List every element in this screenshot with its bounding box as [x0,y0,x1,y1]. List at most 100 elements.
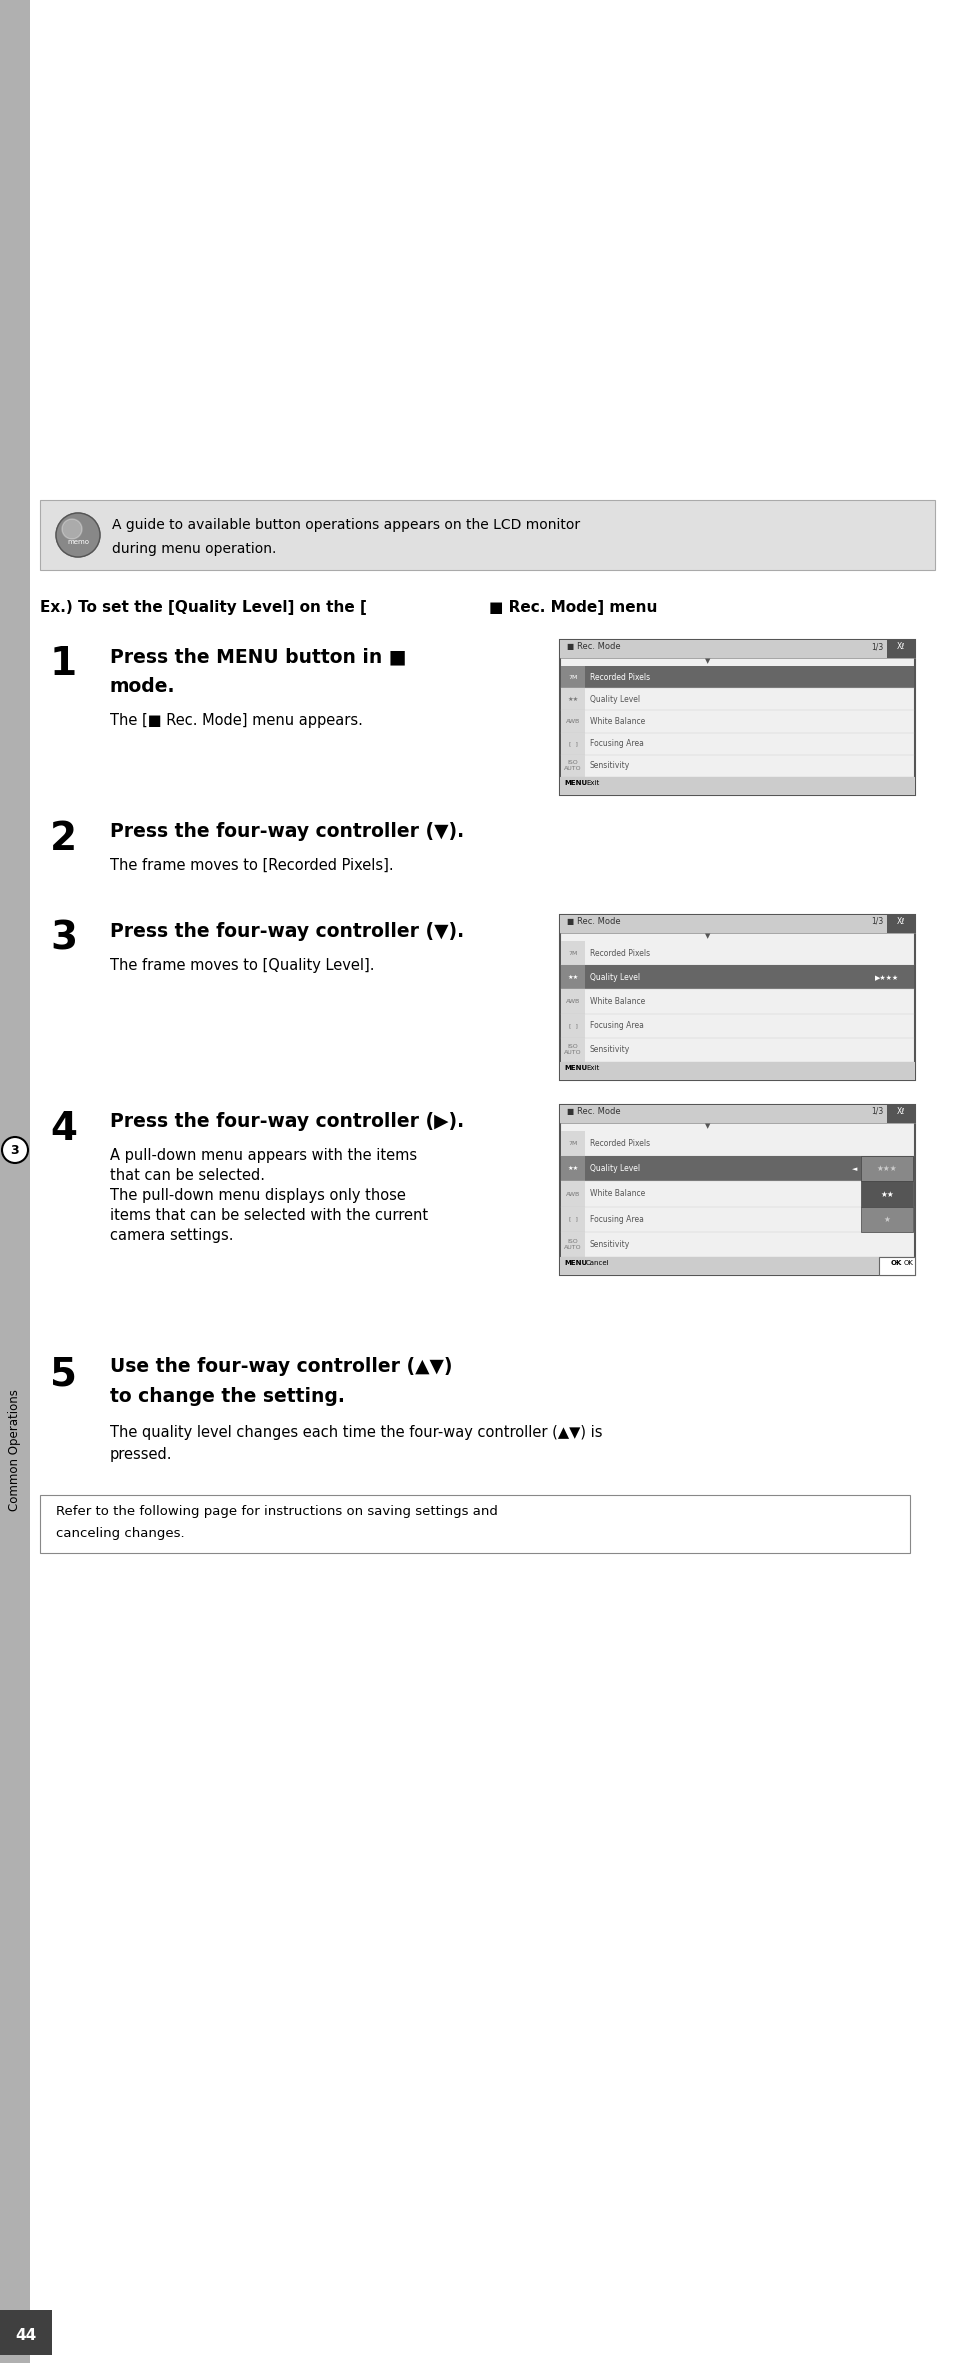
Text: ★★: ★★ [567,697,578,702]
Text: mode.: mode. [110,678,175,697]
Text: 2: 2 [50,820,77,858]
Text: A pull-down menu appears with the items: A pull-down menu appears with the items [110,1148,416,1163]
Text: ★★: ★★ [567,1167,578,1172]
Circle shape [62,520,82,539]
Text: to change the setting.: to change the setting. [110,1387,345,1406]
Text: ◄: ◄ [851,1165,857,1172]
Text: AWB: AWB [565,718,579,723]
Text: ★★: ★★ [567,976,578,981]
Bar [559,640,914,657]
Text: items that can be selected with the current: items that can be selected with the curr… [110,1207,428,1224]
Bar [886,640,914,657]
Text: 44: 44 [15,2328,36,2342]
Text: ★: ★ [882,1215,889,1224]
Text: Recorded Pixels: Recorded Pixels [589,673,649,681]
Text: Xℓ: Xℓ [896,643,904,650]
Text: Xℓ: Xℓ [896,1106,904,1115]
Text: Recorded Pixels: Recorded Pixels [589,1139,649,1148]
Bar [560,940,584,964]
Text: Common Operations: Common Operations [9,1389,22,1510]
Bar [0,2311,52,2356]
Text: memo: memo [67,539,89,546]
Text: Ex.) To set the [Quality Level] on the [: Ex.) To set the [Quality Level] on the [ [40,600,367,614]
Bar [559,1106,914,1122]
Bar [559,914,914,933]
Text: MENU: MENU [563,780,586,787]
Text: Focusing Area: Focusing Area [589,1021,643,1030]
Bar [560,1207,584,1231]
Bar [559,777,914,794]
Text: The quality level changes each time the four-way controller (▲▼) is: The quality level changes each time the … [110,1425,602,1439]
Text: pressed.: pressed. [110,1446,172,1463]
Text: Sensitivity: Sensitivity [589,1044,630,1054]
Text: Quality Level: Quality Level [589,974,639,981]
Text: ▶★★★: ▶★★★ [874,974,898,981]
Bar [861,1182,912,1207]
Text: 7M: 7M [568,673,578,681]
Text: ISO
AUTO: ISO AUTO [563,1238,581,1250]
Text: Sensitivity: Sensitivity [589,761,630,770]
Text: 3: 3 [10,1144,19,1156]
Text: Rec. Mode: Rec. Mode [577,1106,620,1115]
Text: Focusing Area: Focusing Area [589,740,643,749]
Bar [0,0,30,2363]
Text: Rec. Mode: Rec. Mode [577,643,620,650]
Bar [560,1037,584,1061]
Bar [559,640,914,794]
Bar [560,666,913,688]
Bar [560,1014,584,1037]
Text: ISO
AUTO: ISO AUTO [563,761,581,770]
Text: MENU: MENU [563,1066,586,1070]
Text: Press the four-way controller (▶).: Press the four-way controller (▶). [110,1113,464,1132]
Bar [560,1231,584,1257]
Text: Press the MENU button in ■: Press the MENU button in ■ [110,647,406,666]
Bar [886,1106,914,1122]
Text: ■: ■ [565,917,573,926]
Text: ▼: ▼ [704,933,709,938]
Bar [560,964,584,990]
Text: during menu operation.: during menu operation. [112,541,276,555]
Circle shape [56,513,100,558]
Text: 7M: 7M [568,1141,578,1146]
Bar [560,733,584,754]
Text: ▼: ▼ [704,657,709,664]
Text: [  ]: [ ] [568,1023,577,1028]
Text: The pull-down menu displays only those: The pull-down menu displays only those [110,1189,405,1203]
Bar [40,501,934,569]
Text: The frame moves to [Quality Level].: The frame moves to [Quality Level]. [110,957,375,974]
Text: ★★: ★★ [880,1189,893,1198]
Text: White Balance: White Balance [589,1189,644,1198]
Bar [559,1061,914,1080]
Text: OK: OK [903,1259,913,1267]
Text: ■: ■ [565,1106,573,1115]
Bar [559,914,914,1080]
Text: AWB: AWB [565,1191,579,1196]
Text: A guide to available button operations appears on the LCD monitor: A guide to available button operations a… [112,517,579,532]
Text: ■: ■ [565,643,573,650]
Text: 5: 5 [50,1354,77,1394]
Bar [886,914,914,933]
Text: The [■ Rec. Mode] menu appears.: The [■ Rec. Mode] menu appears. [110,714,362,728]
Text: Use the four-way controller (▲▼): Use the four-way controller (▲▼) [110,1356,452,1375]
Text: Exit: Exit [585,1066,598,1070]
Text: Focusing Area: Focusing Area [589,1215,643,1224]
Circle shape [2,1137,28,1163]
Text: Sensitivity: Sensitivity [589,1241,630,1250]
Text: Exit: Exit [585,780,598,787]
Text: that can be selected.: that can be selected. [110,1167,265,1184]
Bar [560,754,584,777]
Text: MENU: MENU [563,1259,586,1267]
Bar [560,1132,584,1156]
Bar [560,666,584,688]
Text: AWB: AWB [565,1000,579,1004]
Text: Cancel: Cancel [585,1259,609,1267]
Bar [559,1106,914,1276]
Text: 1: 1 [50,645,77,683]
Text: canceling changes.: canceling changes. [56,1526,185,1541]
Text: 1/3: 1/3 [870,643,882,650]
Text: 1/3: 1/3 [870,917,882,926]
Text: Press the four-way controller (▼).: Press the four-way controller (▼). [110,822,464,841]
Bar [40,1496,909,1552]
Text: White Balance: White Balance [589,997,644,1007]
Text: camera settings.: camera settings. [110,1229,233,1243]
